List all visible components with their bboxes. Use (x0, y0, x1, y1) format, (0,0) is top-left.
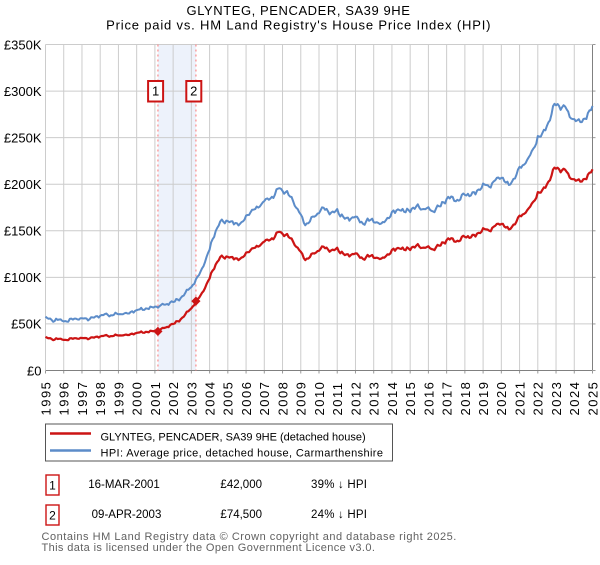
svg-text:2013: 2013 (367, 381, 382, 416)
svg-text:1996: 1996 (57, 381, 72, 416)
svg-text:£42,000: £42,000 (220, 479, 262, 491)
svg-text:This data is licensed under th: This data is licensed under the Open Gov… (42, 542, 376, 554)
svg-text:£350K: £350K (4, 37, 42, 52)
svg-text:HPI: Average price, detached h: HPI: Average price, detached house, Carm… (101, 448, 384, 460)
svg-text:2025: 2025 (585, 381, 600, 416)
svg-text:£0: £0 (27, 363, 41, 378)
svg-text:£200K: £200K (4, 177, 42, 192)
svg-text:1: 1 (49, 479, 56, 493)
svg-text:2: 2 (190, 84, 197, 99)
svg-text:2000: 2000 (130, 381, 145, 416)
svg-text:£100K: £100K (4, 270, 42, 285)
svg-text:2022: 2022 (531, 381, 546, 416)
svg-text:1999: 1999 (111, 381, 126, 416)
svg-text:GLYNTEG, PENCADER, SA39 9HE (d: GLYNTEG, PENCADER, SA39 9HE (detached ho… (101, 432, 366, 444)
svg-text:£300K: £300K (4, 84, 42, 99)
svg-text:2024: 2024 (567, 381, 582, 416)
svg-text:1998: 1998 (93, 381, 108, 416)
svg-text:24% ↓ HPI: 24% ↓ HPI (311, 509, 367, 521)
svg-text:£150K: £150K (4, 224, 42, 239)
svg-text:2020: 2020 (494, 381, 509, 416)
svg-text:2009: 2009 (294, 381, 309, 416)
svg-text:16-MAR-2001: 16-MAR-2001 (88, 479, 160, 491)
svg-text:1: 1 (152, 84, 159, 99)
svg-text:09-APR-2003: 09-APR-2003 (92, 509, 162, 521)
svg-text:2023: 2023 (549, 381, 564, 416)
svg-text:GLYNTEG, PENCADER, SA39 9HE: GLYNTEG, PENCADER, SA39 9HE (187, 3, 411, 18)
svg-text:2008: 2008 (275, 381, 290, 416)
svg-text:£50K: £50K (11, 317, 42, 332)
svg-text:2: 2 (49, 509, 56, 523)
svg-text:2015: 2015 (403, 381, 418, 416)
svg-text:2019: 2019 (476, 381, 491, 416)
svg-text:2002: 2002 (166, 381, 181, 416)
svg-text:2005: 2005 (221, 381, 236, 416)
svg-text:2011: 2011 (330, 382, 345, 416)
svg-text:1997: 1997 (75, 381, 90, 416)
svg-text:1995: 1995 (38, 381, 53, 416)
svg-text:£74,500: £74,500 (220, 509, 262, 521)
svg-text:2003: 2003 (184, 381, 199, 416)
svg-text:2018: 2018 (458, 381, 473, 416)
svg-text:2021: 2021 (513, 381, 528, 416)
svg-text:2001: 2001 (148, 381, 163, 416)
svg-text:2004: 2004 (203, 381, 218, 416)
svg-text:Price paid vs. HM Land Registr: Price paid vs. HM Land Registry's House … (106, 18, 491, 33)
svg-text:2006: 2006 (239, 381, 254, 416)
svg-text:39% ↓ HPI: 39% ↓ HPI (311, 479, 367, 491)
svg-text:2014: 2014 (385, 381, 400, 416)
svg-text:2017: 2017 (440, 381, 455, 416)
svg-text:2010: 2010 (312, 381, 327, 416)
svg-text:2007: 2007 (257, 381, 272, 416)
svg-text:£250K: £250K (4, 130, 42, 145)
svg-text:Contains HM Land Registry data: Contains HM Land Registry data © Crown c… (42, 531, 457, 543)
svg-text:2012: 2012 (348, 381, 363, 416)
svg-text:2016: 2016 (421, 381, 436, 416)
